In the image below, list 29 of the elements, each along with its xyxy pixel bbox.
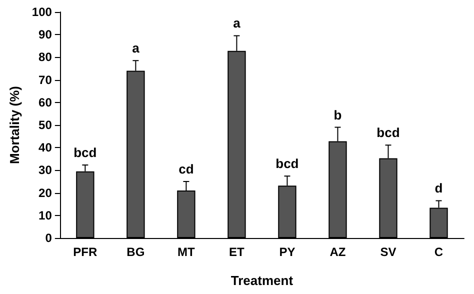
y-tick-label: 40 — [38, 140, 52, 155]
annotation: bcd — [376, 125, 400, 140]
y-tick-label: 20 — [38, 186, 52, 200]
y-tick-label: 90 — [38, 28, 52, 42]
x-tick-label: MT — [178, 245, 196, 259]
y-tick-label: 50 — [38, 118, 52, 132]
y-tick-label: 70 — [38, 72, 52, 87]
annotation: cd — [178, 162, 194, 176]
y-tick-label: 60 — [38, 95, 52, 110]
y-tick-label: 80 — [38, 50, 52, 64]
y-tick-label: 0 — [45, 231, 52, 245]
annotation: d — [434, 180, 443, 196]
y-axis-title: Mortality (%) — [7, 86, 22, 164]
annotation: b — [334, 107, 342, 122]
y-tick-label: 10 — [38, 208, 52, 222]
x-tick-label: SV — [380, 245, 396, 259]
x-tick-label: C — [434, 245, 444, 259]
x-tick-label: ET — [229, 245, 246, 259]
y-tick-label: 30 — [38, 163, 52, 178]
x-tick-label: PFR — [73, 245, 98, 259]
annotation: a — [233, 16, 242, 31]
y-tick-label: 100 — [32, 5, 52, 19]
annotation: bcd — [276, 156, 299, 172]
annotation: a — [132, 40, 140, 56]
x-tick-label: AZ — [330, 245, 346, 259]
x-tick-label: PY — [279, 245, 296, 259]
x-axis-title: Treatment — [230, 273, 294, 288]
annotation: bcd — [74, 145, 97, 160]
x-tick-label: BG — [126, 245, 145, 259]
